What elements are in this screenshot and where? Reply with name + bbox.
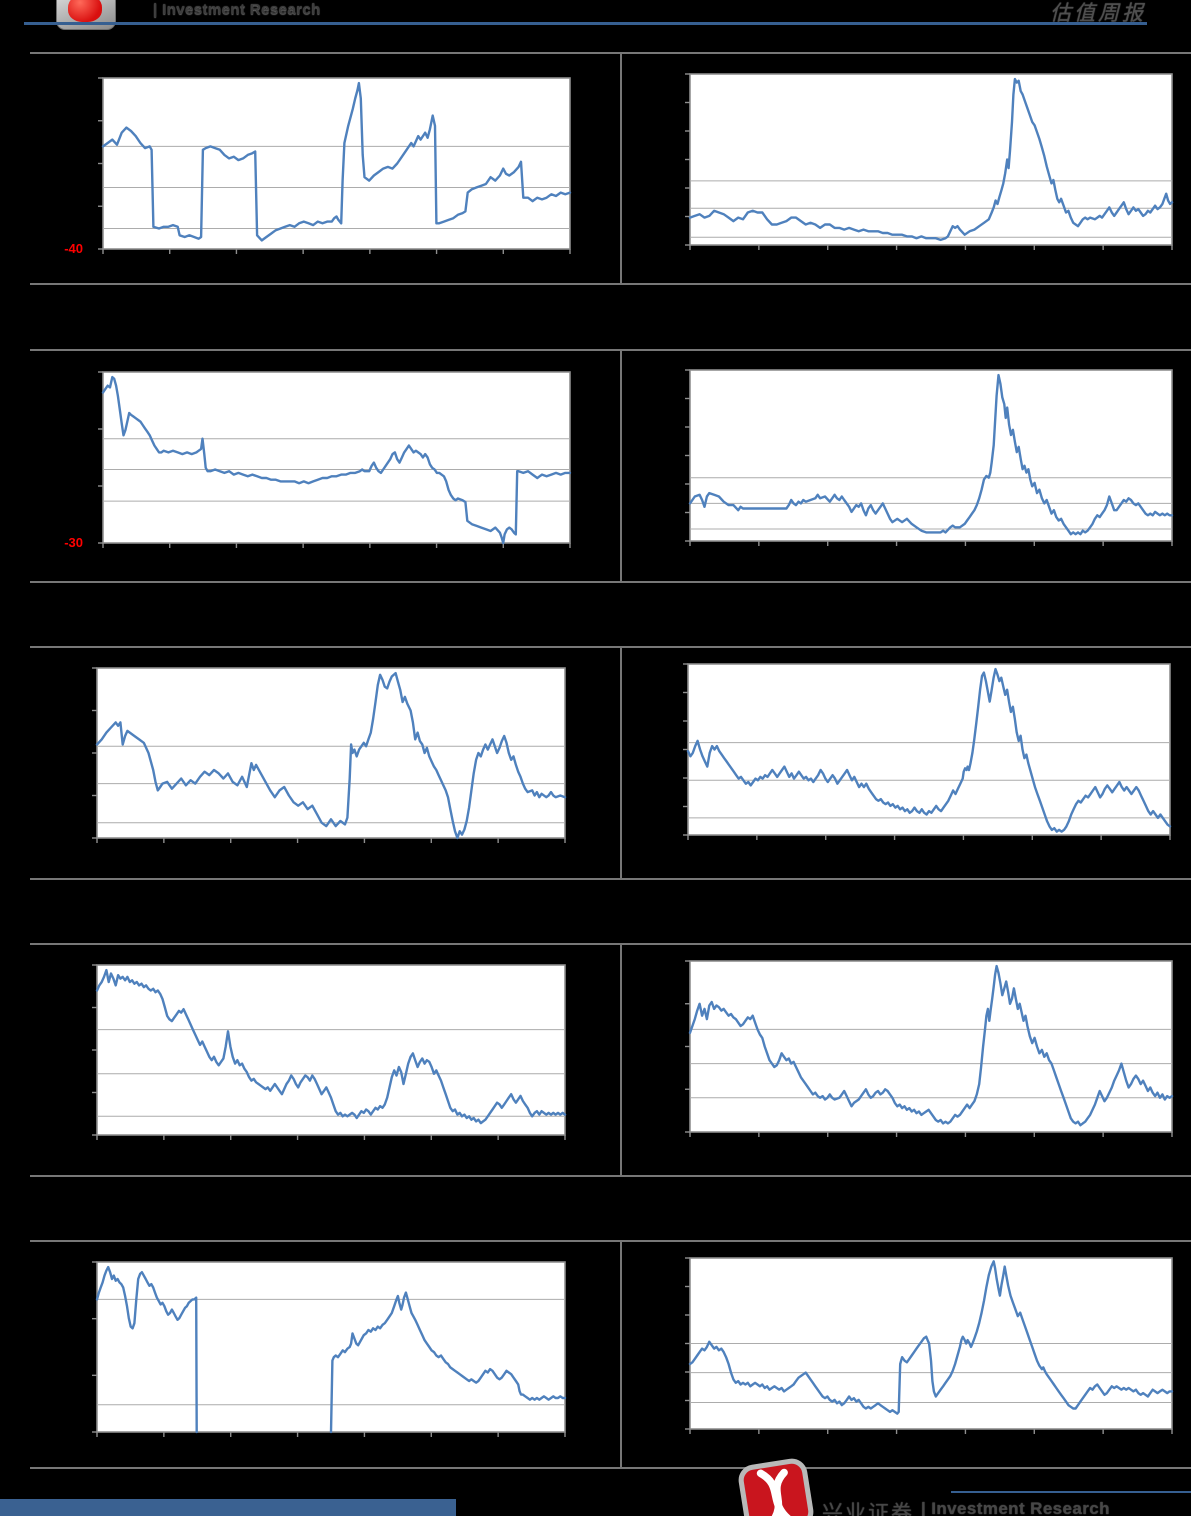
chart-row3-left-svg (92, 667, 567, 843)
footer-brand-en: | Investment Research (921, 1499, 1110, 1516)
chart-row2-right (680, 367, 1175, 551)
header-rule (24, 22, 1147, 25)
chart-row4-right (680, 958, 1175, 1142)
row-2-column-divider (620, 349, 622, 581)
chart-row2-right-svg (685, 369, 1174, 546)
row-2-border-line (30, 349, 1191, 351)
report-title: 估值周报 (1050, 1, 1146, 25)
chart-row5-right-svg (685, 1257, 1174, 1434)
row-5-border-line (30, 1240, 1191, 1242)
chart-row1-right (680, 71, 1175, 255)
chart-row2-left-svg (98, 371, 572, 548)
chart-row2-left (93, 369, 573, 553)
footer-brand-cn: 兴业证券 (822, 1502, 914, 1516)
footer-blue-bar (0, 1499, 456, 1516)
row-3-border-line (30, 646, 1191, 648)
row-2-border-line (30, 581, 1191, 583)
chart-row3-right-svg (683, 663, 1172, 840)
chart-row4-left-svg (92, 964, 567, 1140)
brand-logo (56, 0, 116, 30)
chart-row1-left-svg (98, 77, 572, 254)
chart-row1-left (93, 75, 573, 259)
chart-row1-right-svg (685, 73, 1174, 250)
chart-row5-left (87, 1259, 568, 1442)
row-3-column-divider (620, 646, 622, 878)
row-1-border-line (30, 283, 1191, 285)
chart-row5-right (680, 1255, 1175, 1439)
footer-logo-mark-icon (738, 1458, 814, 1516)
chart-row2-left-ymin-label: -30 (64, 535, 83, 550)
row-5-border-line (30, 1467, 1191, 1469)
chart-row3-right (678, 661, 1173, 845)
chart-row4-right-svg (685, 960, 1174, 1137)
row-5-column-divider (620, 1240, 622, 1467)
row-4-column-divider (620, 943, 622, 1175)
chart-row5-left-svg (92, 1261, 567, 1437)
row-4-border-line (30, 1175, 1191, 1177)
footer-brand-logo (736, 1456, 816, 1516)
row-1-border-line (30, 52, 1191, 54)
footer-rule (951, 1491, 1191, 1493)
row-1-column-divider (620, 52, 622, 283)
row-4-border-line (30, 943, 1191, 945)
header-brand-text: | Investment Research (153, 1, 321, 18)
chart-row3-left (87, 665, 568, 848)
brand-logo-heart-icon (68, 0, 102, 22)
row-3-border-line (30, 878, 1191, 880)
chart-row4-left (87, 962, 568, 1145)
chart-row1-left-ymin-label: -40 (64, 241, 83, 256)
